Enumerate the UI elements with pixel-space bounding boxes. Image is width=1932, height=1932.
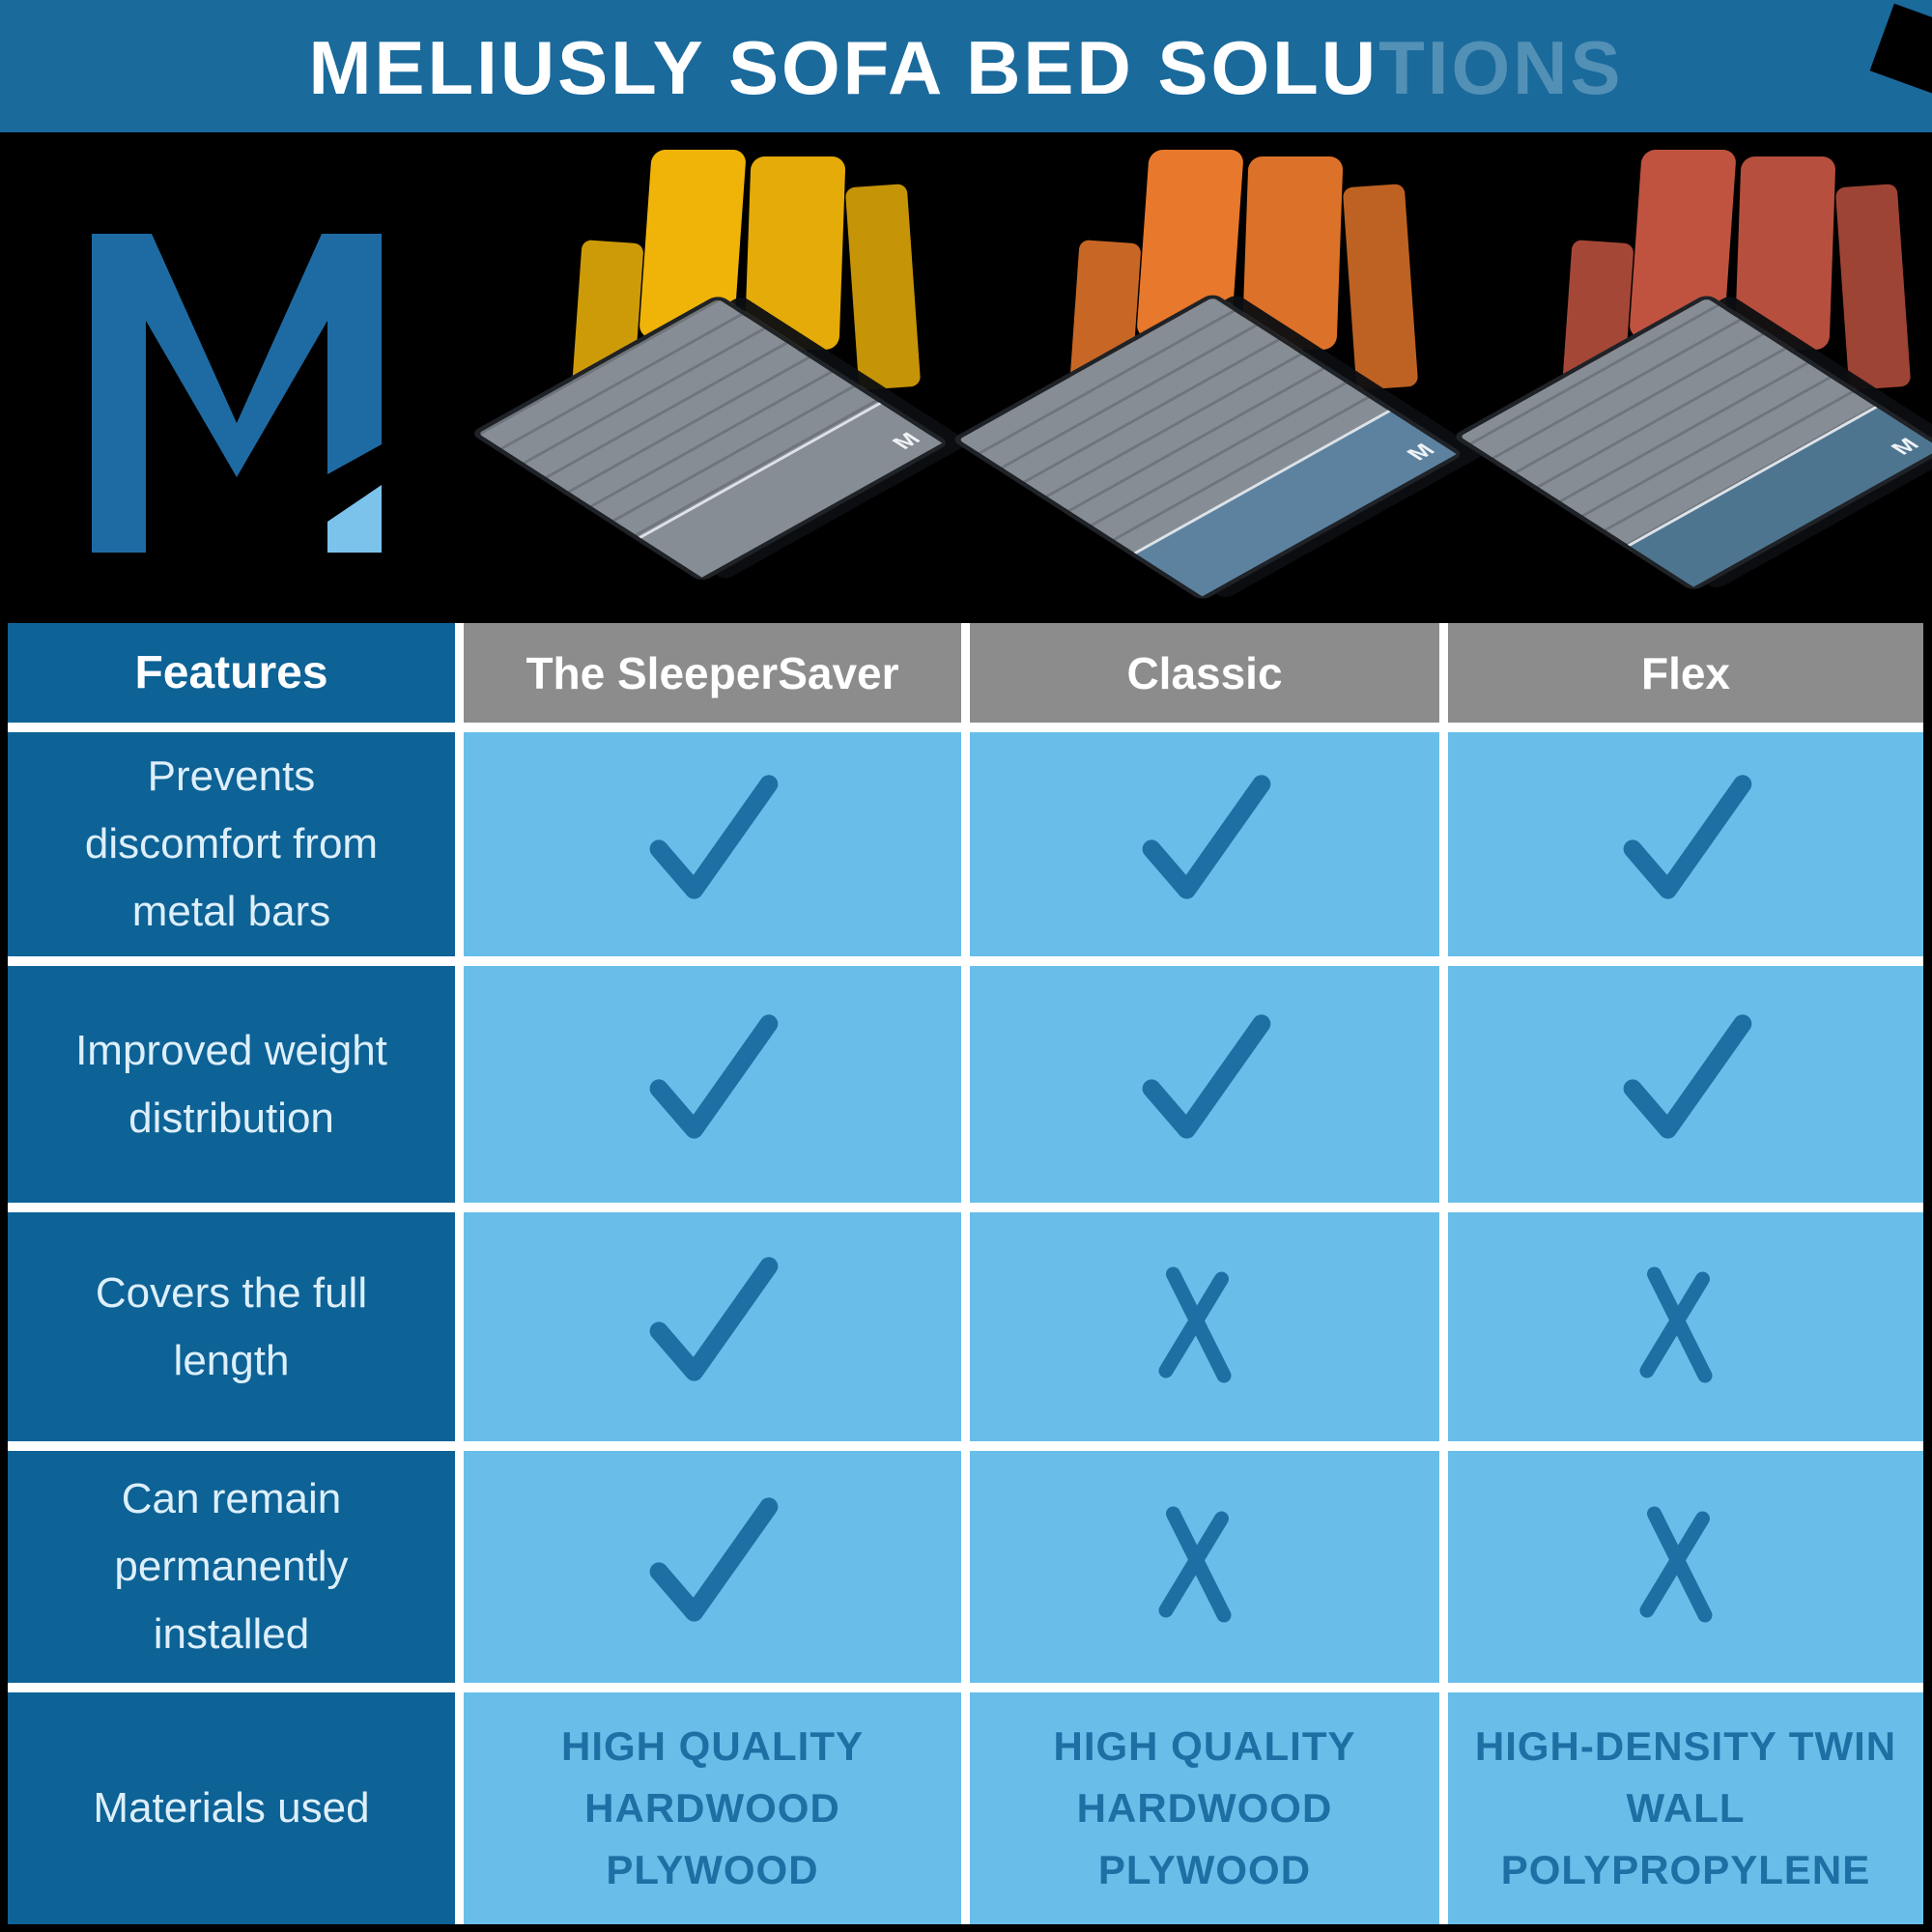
logo-m-accent: [327, 485, 382, 553]
feature-value-cell: [970, 1212, 1439, 1441]
meliusly-logo: [92, 234, 382, 553]
comparison-table: Features The SleeperSaver Classic Flex P…: [8, 623, 1923, 1924]
page-title-faded: TIONS: [1378, 25, 1624, 110]
feature-value-cell: [1448, 966, 1923, 1203]
feature-value-cell: HIGH-DENSITY TWIN WALL POLYPROPYLENE: [1448, 1692, 1923, 1924]
check-icon: [649, 774, 779, 899]
features-header-cell: Features: [8, 623, 455, 723]
product-image-classic: M: [950, 135, 1465, 618]
feature-value-cell: HIGH QUALITY HARDWOOD PLYWOOD: [970, 1692, 1439, 1924]
check-icon: [649, 1014, 779, 1139]
deck-front-panel: [1133, 410, 1457, 597]
product-image-sleepersaver: M: [469, 135, 951, 618]
feature-value-cell: [1448, 1212, 1923, 1441]
header-band: MELIUSLY SOFA BED SOLUTIONS: [0, 0, 1932, 132]
check-icon: [1623, 774, 1751, 899]
feature-label: Covers the full length: [8, 1212, 455, 1441]
sofa-bed-deck-wrap: M: [1451, 293, 1932, 592]
sofa-bed-deck: M: [950, 292, 1465, 602]
feature-value-cell: [464, 1212, 961, 1441]
product-image-flex: M: [1451, 135, 1932, 618]
feature-label: Can remain permanently installed: [8, 1451, 455, 1683]
feature-value-cell: [1448, 732, 1923, 956]
column-header-sleepersaver: The SleeperSaver: [464, 623, 961, 723]
feature-value-cell: [464, 1451, 961, 1683]
feature-value-cell: [970, 732, 1439, 956]
x-icon: [1158, 1266, 1232, 1382]
feature-label: Prevents discomfort from metal bars: [8, 732, 455, 956]
feature-label: Materials used: [8, 1692, 455, 1924]
feature-value-cell: [970, 966, 1439, 1203]
deck-front-panel: [639, 402, 943, 578]
sofa-bed-deck-wrap: M: [950, 292, 1465, 602]
column-header-flex: Flex: [1448, 623, 1923, 723]
page-title-main: MELIUSLY SOFA BED SOLU: [308, 25, 1379, 110]
x-icon: [1639, 1266, 1713, 1382]
feature-label: Improved weight distribution: [8, 966, 455, 1203]
page-title: MELIUSLY SOFA BED SOLUTIONS: [0, 0, 1932, 132]
column-header-classic: Classic: [970, 623, 1439, 723]
sofa-bed-deck-wrap: M: [469, 294, 951, 582]
check-icon: [1142, 1014, 1270, 1139]
check-icon: [649, 1257, 779, 1381]
deck-front-panel: [1627, 406, 1932, 587]
feature-value-cell: HIGH QUALITY HARDWOOD PLYWOOD: [464, 1692, 961, 1924]
check-icon: [1142, 774, 1270, 899]
feature-value-cell: [1448, 1451, 1923, 1683]
sofa-bed-deck: M: [469, 294, 951, 582]
check-icon: [1623, 1014, 1751, 1139]
feature-value-cell: [464, 966, 961, 1203]
feature-value-cell: [464, 732, 961, 956]
x-icon: [1639, 1506, 1713, 1623]
sofa-bed-deck: M: [1451, 293, 1932, 592]
x-icon: [1158, 1506, 1232, 1623]
check-icon: [649, 1496, 779, 1622]
logo-m-letter: [92, 234, 382, 553]
feature-value-cell: [970, 1451, 1439, 1683]
